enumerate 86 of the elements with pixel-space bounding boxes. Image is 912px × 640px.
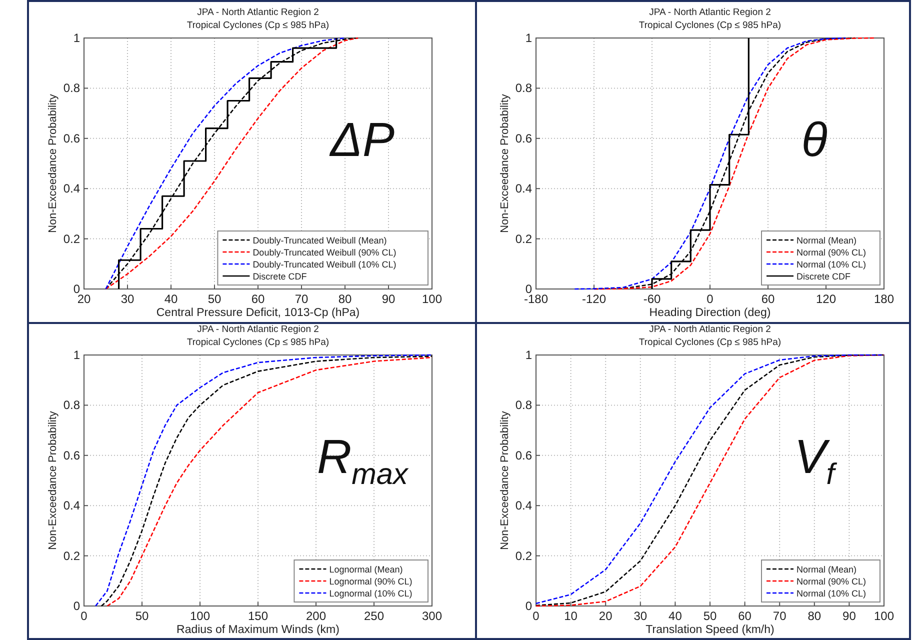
legend-label: Doubly-Truncated Weibull (90% CL) — [252, 248, 396, 258]
legend-label: Normal (90% CL) — [796, 248, 866, 258]
x-axis-title: Radius of Maximum Winds (km) — [176, 624, 340, 636]
x-tick-label: 40 — [668, 609, 682, 623]
x-tick-label: 80 — [338, 292, 352, 306]
x-tick-label: 70 — [294, 292, 308, 306]
legend-label: Lognormal (Mean) — [329, 564, 403, 574]
y-tick-label: 0.6 — [63, 448, 80, 462]
y-tick-label: 0.4 — [63, 498, 80, 513]
chart-subtitle: Tropical Cyclones (Cp ≤ 985 hPa) — [186, 20, 330, 31]
x-tick-label: 60 — [761, 292, 775, 306]
legend-label: Normal (10% CL) — [796, 588, 866, 598]
legend-label: Normal (Mean) — [796, 564, 857, 574]
y-tick-label: 1 — [525, 348, 532, 362]
chart-title: JPA - North Atlantic Region 2 — [649, 324, 771, 335]
annotation: ΔP — [329, 114, 395, 167]
annotation: R$_{max}$ — [316, 430, 409, 490]
x-tick-label: 40 — [164, 292, 178, 306]
y-tick-label: 0 — [525, 599, 532, 613]
legend-label: Normal (10% CL) — [796, 260, 866, 270]
x-tick-label: 50 — [135, 609, 149, 623]
y-axis-title: Non-Exceedance Probability — [47, 410, 59, 550]
y-tick-label: 0.2 — [63, 232, 80, 246]
y-tick-label: 1 — [525, 31, 532, 45]
x-tick-label: -120 — [582, 292, 606, 306]
x-tick-label: 70 — [772, 609, 787, 623]
x-tick-label: 90 — [842, 609, 856, 623]
chart-subtitle: Tropical Cyclones (Cp ≤ 985 hPa) — [186, 337, 330, 348]
y-tick-label: 0.6 — [63, 131, 80, 146]
y-tick-label: 0.4 — [515, 498, 532, 513]
x-tick-label: 150 — [248, 609, 268, 623]
y-tick-label: 0.2 — [63, 548, 80, 563]
y-tick-label: 0.8 — [63, 398, 80, 412]
x-tick-label: 80 — [808, 609, 822, 623]
y-axis-title: Non-Exceedance Probability — [499, 410, 511, 550]
legend-label: Doubly-Truncated Weibull (10% CL) — [252, 260, 396, 270]
x-tick-label: -60 — [643, 292, 661, 306]
legend-label: Lognormal (10% CL) — [329, 588, 412, 598]
x-tick-label: 30 — [634, 609, 648, 623]
x-tick-label: 10 — [564, 609, 578, 623]
x-tick-label: 300 — [422, 609, 442, 623]
chart-title: JPA - North Atlantic Region 2 — [649, 7, 771, 18]
x-axis-title: Heading Direction (deg) — [649, 307, 771, 319]
x-tick-label: 0 — [706, 292, 714, 306]
chart-title: JPA - North Atlantic Region 2 — [197, 324, 319, 335]
x-axis-title: Central Pressure Deficit, 1013-Cp (hPa) — [156, 307, 360, 319]
y-tick-label: 0.4 — [63, 182, 80, 196]
x-axis-title: Translation Speed (km/h) — [646, 624, 775, 636]
x-tick-label: 200 — [306, 609, 326, 623]
y-tick-label: 0.8 — [515, 81, 532, 96]
x-tick-label: 60 — [251, 292, 265, 306]
x-tick-label: 250 — [364, 609, 384, 623]
y-tick-label: 0.2 — [515, 232, 532, 246]
x-tick-label: 50 — [703, 609, 717, 623]
legend-label: Lognormal (90% CL) — [329, 576, 412, 586]
y-tick-label: 1 — [73, 31, 80, 45]
chart-title: JPA - North Atlantic Region 2 — [197, 7, 319, 18]
y-axis-title: Non-Exceedance Probability — [47, 94, 59, 233]
chart-subtitle: Tropical Cyclones (Cp ≤ 985 hPa) — [638, 20, 782, 31]
x-tick-label: 120 — [816, 292, 836, 306]
legend-label: Normal (90% CL) — [796, 576, 866, 586]
x-tick-label: 100 — [874, 609, 894, 623]
x-tick-label: 90 — [382, 292, 396, 306]
y-tick-label: 0.8 — [515, 398, 532, 412]
y-tick-label: 0.8 — [63, 81, 80, 96]
y-axis-title: Non-Exceedance Probability — [499, 94, 511, 233]
x-tick-label: 20 — [598, 609, 613, 623]
chart-subtitle: Tropical Cyclones (Cp ≤ 985 hPa) — [638, 337, 782, 348]
y-tick-label: 0 — [73, 599, 80, 613]
y-tick-label: 1 — [73, 348, 80, 362]
y-tick-label: 0.2 — [515, 548, 532, 563]
annotation: V$_{f}$ — [794, 430, 838, 490]
legend-label: Discrete CDF — [796, 272, 852, 282]
legend-label: Discrete CDF — [252, 272, 308, 282]
legend-label: Normal (Mean) — [796, 236, 857, 246]
x-tick-label: 100 — [190, 609, 210, 623]
x-tick-label: 50 — [208, 292, 222, 306]
annotation: θ — [801, 114, 828, 167]
x-tick-label: 180 — [874, 292, 894, 306]
y-tick-label: 0.6 — [515, 131, 532, 146]
x-tick-label: 60 — [738, 609, 752, 623]
legend-label: Doubly-Truncated Weibull (Mean) — [252, 236, 387, 246]
y-tick-label: 0.6 — [515, 448, 532, 462]
x-tick-label: 30 — [120, 292, 134, 306]
x-tick-label: 100 — [422, 292, 442, 306]
y-tick-label: 0.4 — [515, 182, 532, 196]
